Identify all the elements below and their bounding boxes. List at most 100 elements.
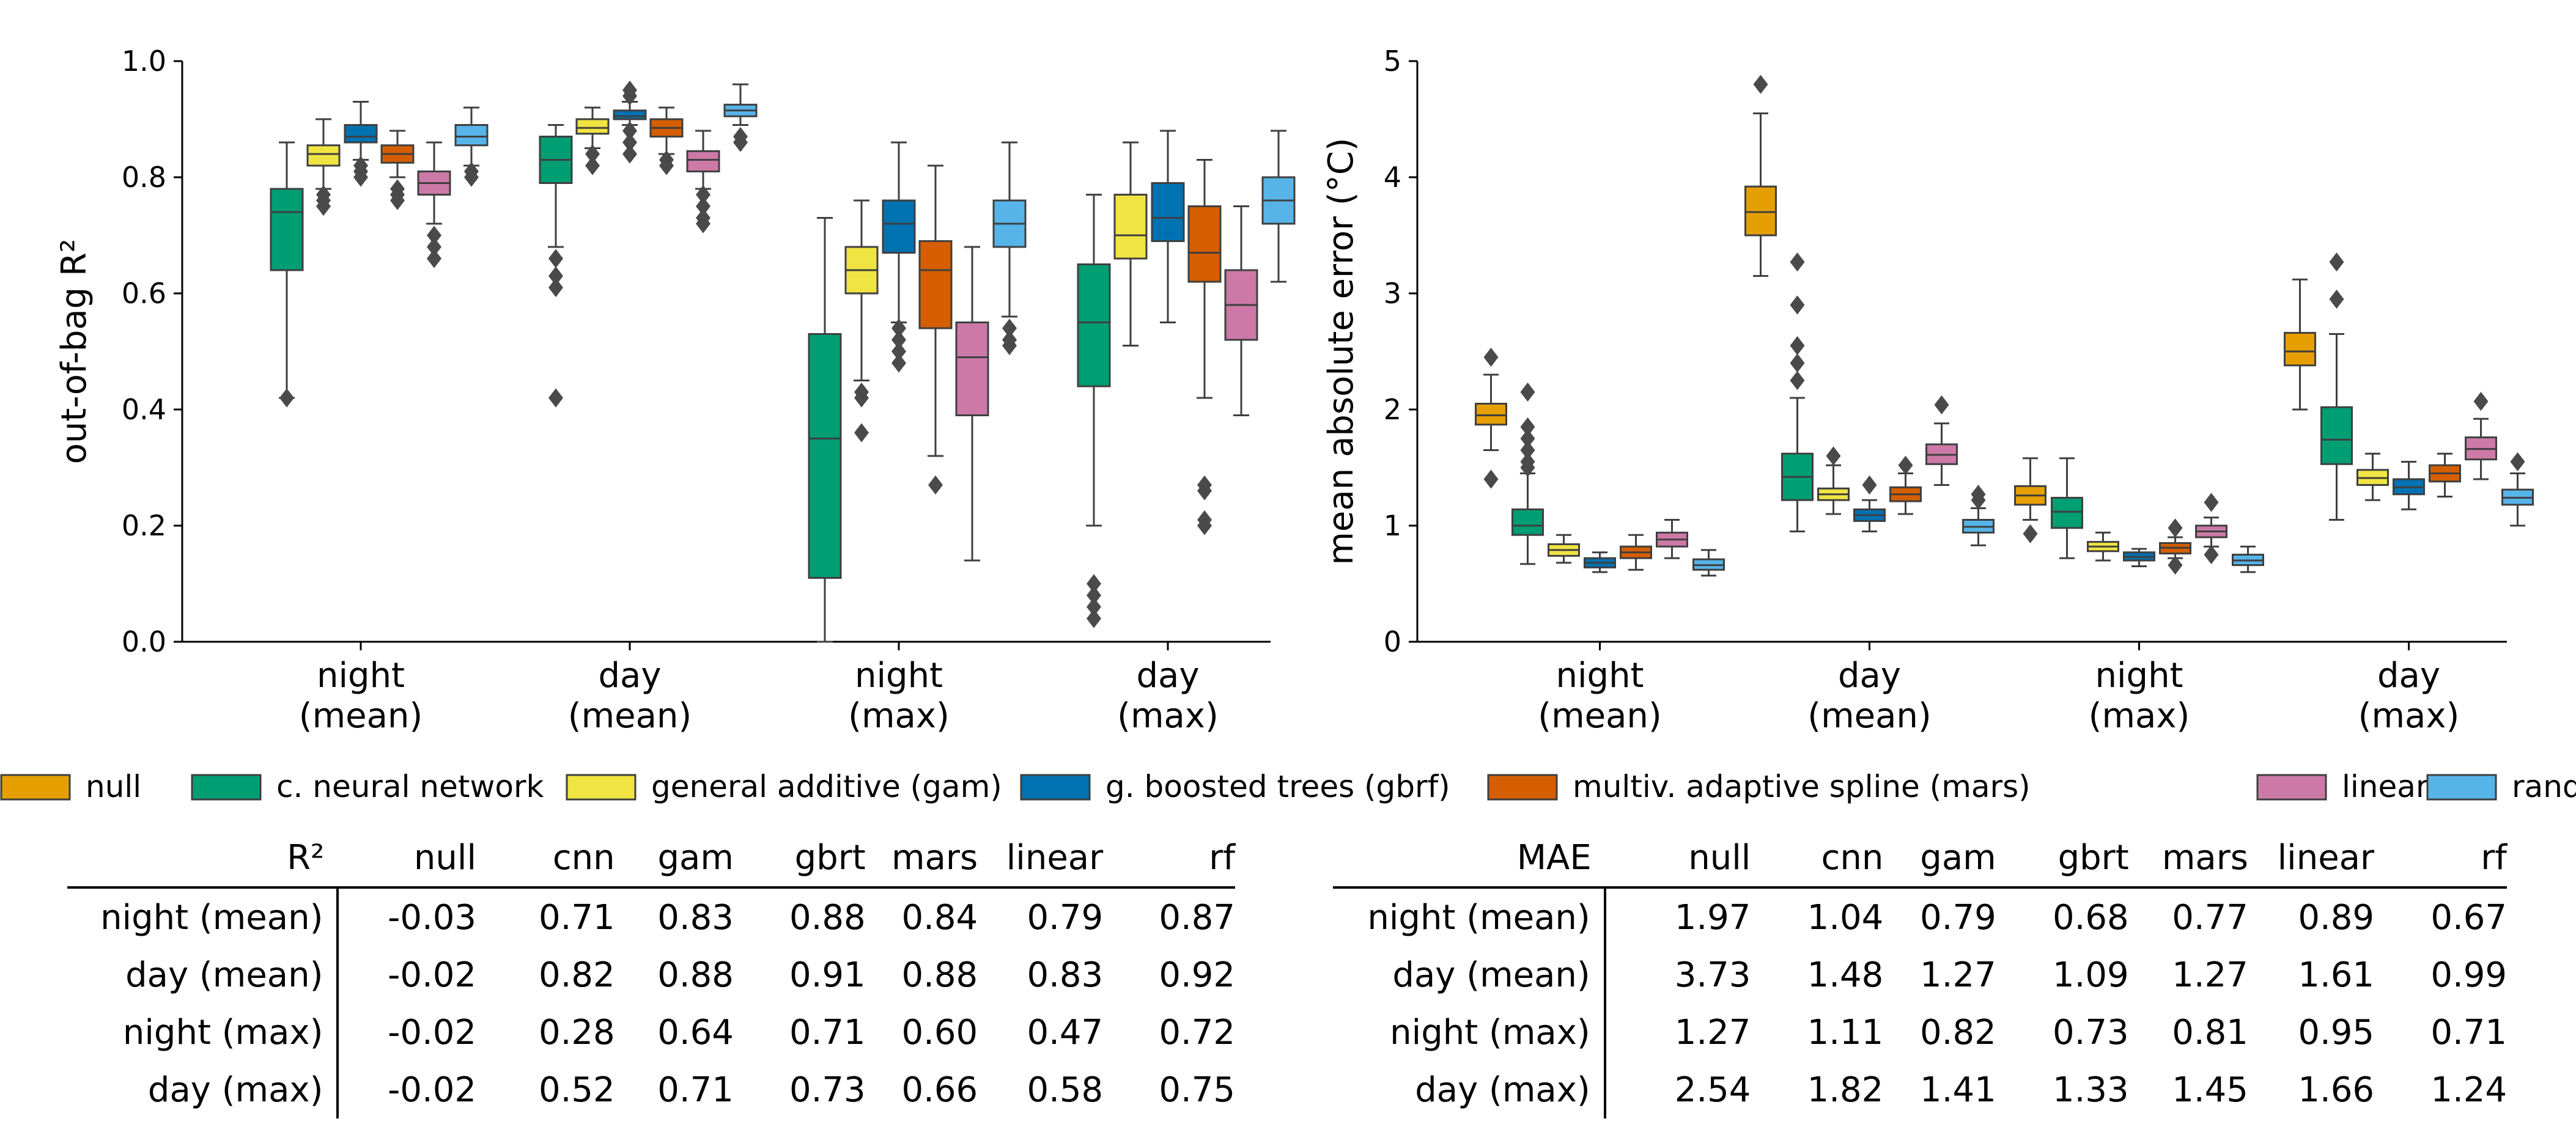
outlier-point — [1790, 295, 1805, 315]
y-tick-label: 5 — [1384, 45, 1401, 78]
r2-col-linear: linear — [978, 829, 1104, 889]
outlier-point — [548, 388, 563, 408]
box-body — [918, 240, 953, 329]
box-body — [1077, 263, 1111, 388]
row-label: night (max) — [1333, 1004, 1606, 1061]
table-cell: 0.79 — [1027, 897, 1104, 938]
table-cell: 1.61 — [2298, 955, 2374, 995]
box-body — [306, 144, 341, 167]
y-tick-label: 3 — [1384, 277, 1401, 310]
legend-swatch — [2426, 774, 2497, 801]
mae-col-cnn: cnn — [1751, 829, 1884, 889]
x-tick-label-line: night — [1556, 656, 1644, 696]
y-tick-label: 1 — [1384, 509, 1401, 542]
outlier-point — [854, 423, 869, 443]
outlier-point — [1826, 446, 1841, 466]
x-tick-label-line: day — [598, 656, 661, 696]
y-tick-label: 0.8 — [122, 161, 166, 194]
table-cell: 1.11 — [1807, 1012, 1884, 1052]
table-cell: 0.88 — [901, 955, 978, 995]
outlier-point — [622, 121, 637, 141]
table-cell: 0.71 — [789, 1012, 866, 1052]
outlier-point — [1002, 336, 1017, 356]
row-label: night (max) — [67, 1004, 339, 1061]
outlier-point — [1971, 490, 1986, 510]
box-body — [955, 321, 989, 416]
table-cell: 1.33 — [2052, 1070, 2129, 1110]
mae-col-null: null — [1604, 829, 1751, 889]
table-cell: 0.95 — [2298, 1012, 2374, 1052]
box — [2501, 452, 2534, 527]
box-body — [2320, 406, 2353, 465]
table-row: day (max) -0.02 0.52 0.71 0.73 0.66 0.58… — [67, 1061, 1235, 1118]
outlier-point — [1520, 382, 1535, 402]
x-tick-label-line: (mean) — [299, 696, 423, 736]
box — [1113, 141, 1148, 347]
box-body — [686, 150, 720, 172]
outlier-point — [2204, 545, 2219, 565]
table-cell: 0.88 — [657, 955, 734, 995]
mae-table-header: MAE null cnn gam gbrt mars linear rf — [1333, 829, 2507, 889]
outlier-point — [427, 237, 441, 257]
box-body — [2284, 332, 2316, 367]
legend-swatch — [191, 774, 262, 801]
outlier-point — [659, 156, 674, 175]
r2-table-header: R² null cnn gam gbrt mars linear rf — [67, 829, 1235, 889]
table-cell: 0.91 — [789, 955, 866, 995]
outlier-point — [427, 249, 441, 268]
box-body — [1511, 508, 1544, 536]
y-tick-label: 1.0 — [122, 45, 166, 78]
table-cell: 0.73 — [2052, 1012, 2129, 1052]
outlier-point — [316, 196, 331, 216]
box — [649, 106, 684, 175]
y-tick-label: 0 — [1384, 625, 1401, 658]
box — [2284, 278, 2316, 411]
outlier-point — [2023, 524, 2038, 543]
table-cell: 0.77 — [2172, 897, 2248, 938]
outlier-point — [1087, 597, 1101, 617]
table-cell: 0.83 — [657, 897, 734, 938]
mae-col-gam: gam — [1883, 829, 1996, 889]
legend-swatch — [1020, 774, 1091, 801]
box-body — [1475, 403, 1507, 426]
outlier-point — [1862, 475, 1877, 495]
legend-item: g. boosted trees (gbrf) — [1020, 769, 1450, 804]
legend: null c. neural network general additive (g… — [0, 769, 2576, 804]
box — [955, 246, 989, 562]
table-cell: 0.82 — [1920, 1012, 1996, 1052]
box-body — [575, 118, 610, 135]
outlier-point — [622, 133, 637, 152]
table-cell: 0.58 — [1027, 1070, 1104, 1110]
box — [2356, 452, 2389, 501]
x-tick-label-line: night — [317, 656, 405, 696]
box — [380, 130, 415, 210]
box — [1224, 205, 1258, 416]
box — [1548, 534, 1580, 564]
box-body — [1744, 185, 1777, 237]
mae-col-rf: rf — [2374, 829, 2507, 889]
box — [270, 141, 304, 408]
table-cell: 0.60 — [901, 1012, 978, 1052]
outlier-point — [1898, 455, 1913, 475]
outlier-point — [1197, 481, 1212, 501]
outlier-point — [279, 388, 294, 408]
box — [2465, 392, 2497, 480]
box — [1187, 159, 1222, 535]
table-cell: 0.92 — [1159, 955, 1235, 995]
x-tick-label-line: (mean) — [568, 696, 692, 736]
table-row: night (max) -0.02 0.28 0.64 0.71 0.60 0.… — [67, 1004, 1235, 1061]
table-cell: 1.04 — [1807, 897, 1884, 938]
x-tick-label: night (max) — [2089, 656, 2190, 736]
legend-item: c. neural network — [191, 769, 544, 804]
x-tick-label-line: (max) — [2358, 696, 2460, 736]
box — [844, 199, 879, 443]
box — [2159, 518, 2191, 575]
outlier-point — [928, 475, 943, 495]
outlier-point — [696, 214, 710, 233]
box — [575, 106, 610, 175]
table-cell: 1.09 — [2052, 955, 2129, 995]
outlier-point — [1002, 318, 1017, 338]
legend-label: c. neural network — [276, 769, 544, 804]
mae-col-mars: mars — [2128, 829, 2248, 889]
